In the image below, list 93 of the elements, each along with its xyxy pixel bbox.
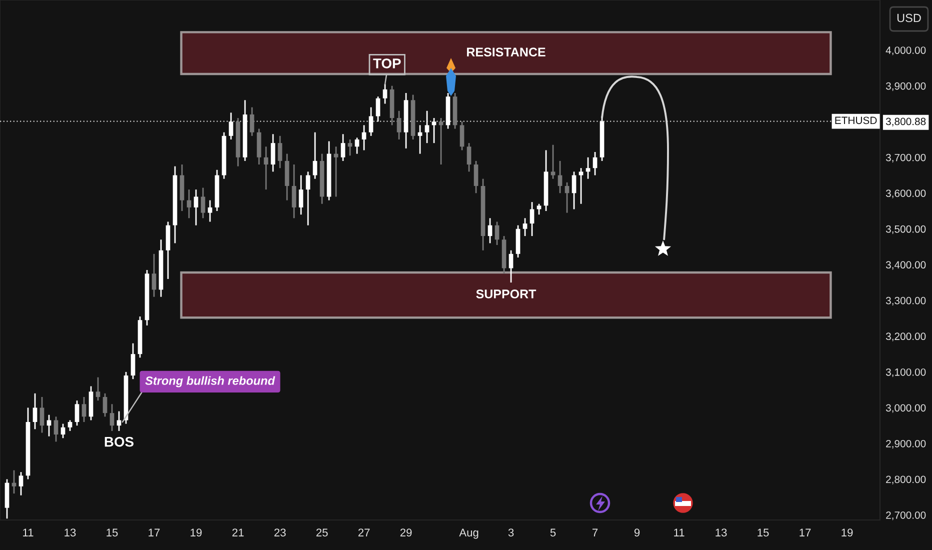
x-tick-label: 9 (634, 528, 640, 536)
candlestick (18, 471, 24, 496)
candlestick (508, 250, 514, 284)
x-tick-label: 13 (64, 528, 76, 536)
candlestick (306, 170, 310, 226)
candlestick (354, 136, 360, 154)
candlestick (208, 200, 212, 222)
y-tick-label: 4,000.00 (886, 46, 926, 56)
candlestick (488, 217, 492, 244)
candlestick (438, 117, 444, 166)
candlestick (592, 151, 598, 176)
candlestick (152, 253, 156, 298)
y-tick-label: 3,400.00 (886, 261, 926, 270)
candlestick (46, 414, 52, 438)
x-tick-label: 23 (274, 528, 286, 536)
candlestick (550, 144, 556, 180)
x-tick-label: 13 (716, 528, 727, 536)
x-tick-label: 11 (23, 528, 34, 536)
candlestick (32, 392, 38, 430)
y-tick-label: 2,700.00 (886, 511, 926, 520)
candlestick (270, 133, 276, 172)
candlestick (564, 182, 570, 214)
y-tick-label: 3,200.00 (886, 332, 926, 342)
candlestick (200, 187, 206, 219)
candlestick (298, 174, 304, 216)
candlestick (278, 135, 282, 169)
x-tick-label: 29 (400, 528, 412, 536)
candlestick (96, 376, 100, 402)
candlestick (494, 221, 500, 246)
candlestick (558, 160, 562, 194)
y-tick-label: 3,100.00 (886, 368, 926, 378)
band-label: SUPPORT (476, 290, 536, 298)
annotation: BOS (104, 436, 134, 447)
candlestick (460, 120, 464, 151)
x-tick-label: 19 (190, 528, 202, 536)
candlestick (578, 167, 584, 205)
ref-line-label: ETHUSD (835, 116, 877, 124)
candlestick (530, 201, 534, 237)
candlestick (334, 146, 338, 198)
candlestick (116, 410, 122, 432)
candlestick (418, 124, 422, 154)
candlestick (186, 188, 192, 219)
candlestick (536, 203, 542, 216)
candlestick (130, 342, 136, 380)
x-tick-label: 7 (592, 528, 598, 536)
candlestick (474, 160, 478, 194)
x-tick-label: 5 (550, 528, 556, 536)
candlestick (466, 142, 472, 172)
candlestick (12, 470, 16, 494)
y-tick-label: 3,500.00 (886, 225, 926, 234)
x-tick-label: 3 (508, 528, 514, 536)
candlestick (312, 132, 318, 180)
candlestick (362, 124, 366, 151)
candlestick (82, 396, 86, 423)
band-label: RESISTANCE (467, 48, 546, 56)
candlestick (250, 106, 254, 137)
x-tick-label: 19 (842, 528, 853, 536)
candlestick (586, 156, 590, 180)
annotation: Strong bullish rebound (145, 376, 276, 388)
candlestick (340, 133, 346, 162)
y-tick-label: 3,800.88 (886, 118, 926, 126)
candlestick (60, 423, 66, 439)
x-tick-label: 15 (106, 528, 118, 536)
x-tick-label: 15 (758, 528, 769, 536)
candlestick (292, 164, 296, 219)
candlestick (194, 188, 198, 226)
y-axis-title: USD (897, 14, 921, 22)
annotation: TOP (373, 58, 401, 68)
x-tick-label: 21 (232, 528, 244, 536)
candlestick (264, 146, 268, 190)
x-tick-label: Aug (459, 528, 478, 539)
y-tick-label: 2,900.00 (886, 440, 926, 449)
x-tick-label: 17 (148, 528, 160, 536)
y-tick-label: 3,000.00 (886, 404, 926, 413)
x-tick-label: 11 (674, 528, 684, 536)
candlestick (572, 170, 576, 210)
candlestick (54, 416, 58, 442)
x-tick-label: 25 (316, 528, 328, 536)
x-tick-label: 17 (800, 528, 811, 536)
candlestick (74, 400, 80, 426)
candlestick (68, 420, 72, 432)
y-tick-label: 3,700.00 (886, 154, 926, 162)
candlestick (40, 396, 44, 434)
candlestick (110, 403, 114, 432)
y-tick-label: 3,300.00 (886, 296, 926, 306)
candlestick (522, 217, 528, 237)
y-tick-label: 3,900.00 (886, 82, 926, 91)
candlestick (396, 110, 402, 140)
y-tick-label: 3,600.00 (886, 190, 926, 198)
candlestick (348, 138, 352, 156)
candlestick (102, 392, 108, 418)
y-tick-label: 2,800.00 (886, 476, 926, 484)
x-tick-label: 27 (358, 528, 370, 536)
